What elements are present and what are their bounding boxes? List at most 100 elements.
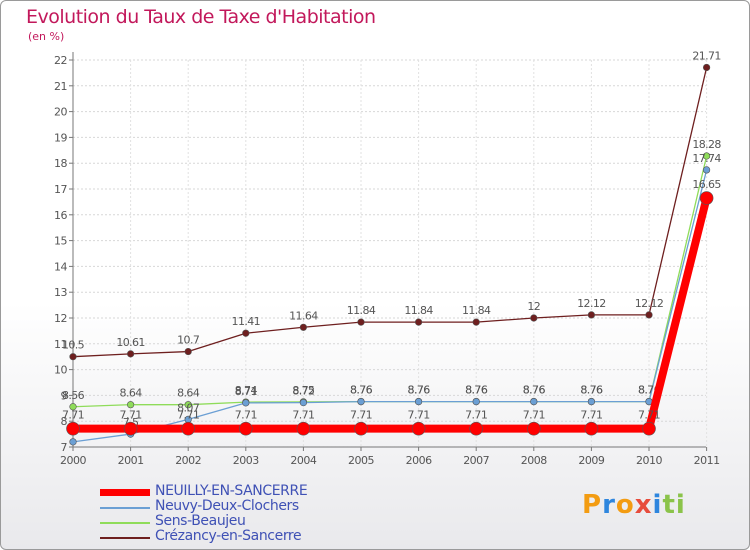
data-label-3: 12.12 (577, 297, 606, 310)
data-point-1 (702, 166, 711, 174)
series-line-0 (73, 197, 711, 433)
data-label-1: 8.07 (177, 401, 200, 414)
data-label-3: 11.84 (404, 304, 433, 317)
data-label-3: 10.5 (62, 339, 85, 352)
data-label-2: 8.64 (177, 387, 200, 400)
data-point-2 (127, 401, 135, 409)
y-tick-label: 9 (61, 389, 68, 402)
chart-title: Evolution du Taux de Taxe d'Habitation (26, 6, 376, 28)
legend-label-sens: Sens-Beaujeu (155, 513, 246, 529)
y-tick-label: 16 (54, 209, 67, 222)
x-tick-label: 2011 (694, 454, 720, 467)
legend-label-crezancy: Crézancy-en-Sancerre (155, 528, 302, 544)
data-label-3: 11.64 (289, 309, 318, 322)
series-line-1 (72, 169, 708, 443)
data-label-0: 7.71 (292, 409, 314, 422)
data-label-0: 7.71 (62, 409, 84, 422)
data-label-0: 7.71 (523, 409, 545, 422)
data-point-1 (530, 397, 538, 406)
data-point-0 (584, 421, 599, 436)
data-point-3 (357, 318, 365, 326)
logo-letter: i (675, 490, 686, 520)
data-point-0 (181, 421, 195, 436)
y-tick-label: 13 (54, 286, 67, 299)
logo-letter: r (602, 490, 616, 520)
data-point-0 (296, 421, 311, 436)
data-label-0: 7.71 (177, 409, 199, 422)
data-point-1 (69, 438, 77, 446)
data-point-2 (702, 152, 711, 160)
data-point-3 (702, 63, 711, 72)
y-tick-label: 15 (54, 235, 67, 248)
data-point-1 (587, 397, 596, 406)
data-point-1 (299, 399, 308, 407)
x-tick-label: 2005 (348, 454, 374, 467)
y-tick-label: 11 (54, 338, 67, 351)
logo-letter: i (652, 490, 663, 520)
proxiti-logo: Proxiti (582, 490, 686, 520)
y-tick-label: 19 (54, 131, 67, 144)
data-point-3 (645, 311, 653, 319)
data-point-0 (354, 421, 368, 436)
data-label-2: 8.76 (580, 384, 603, 397)
data-label-3: 12 (527, 300, 540, 313)
logo-letter: o (615, 490, 635, 520)
data-point-3 (415, 318, 423, 326)
data-label-1: 8.76 (350, 384, 373, 397)
data-point-0 (239, 421, 253, 436)
data-label-2: 8.76 (350, 384, 373, 397)
x-tick-label: 2002 (175, 454, 201, 467)
data-point-0 (699, 191, 714, 205)
logo-letter: t (662, 490, 676, 520)
data-label-2: 8.75 (292, 384, 315, 397)
x-tick-label: 2003 (233, 454, 259, 467)
data-label-1: 8.72 (292, 385, 314, 398)
y-axis-unit: (en %) (28, 30, 65, 43)
x-tick-label: 2010 (636, 454, 662, 467)
data-label-1: 8.71 (235, 385, 257, 398)
y-tick-label: 21 (54, 80, 67, 93)
legend-swatch-sens (100, 522, 150, 524)
data-point-0 (469, 421, 484, 436)
data-label-0: 7.71 (465, 409, 487, 422)
data-point-3 (472, 318, 480, 326)
data-label-2: 8.76 (408, 384, 431, 397)
data-label-2: 8.76 (465, 384, 488, 397)
legend-swatch-crezancy (100, 537, 150, 539)
data-point-3 (184, 347, 192, 356)
data-label-3: 10.7 (177, 334, 200, 347)
data-point-3 (299, 323, 308, 331)
data-point-2 (184, 401, 192, 409)
data-label-3: 11.41 (232, 315, 261, 328)
data-point-1 (472, 397, 480, 406)
y-tick-label: 14 (54, 260, 67, 273)
data-point-3 (530, 314, 538, 322)
data-point-0 (66, 421, 80, 436)
data-point-0 (123, 421, 138, 436)
y-tick-label: 7 (61, 441, 68, 454)
y-tick-label: 18 (54, 157, 67, 170)
data-point-1 (357, 397, 365, 406)
x-tick-label: 2000 (60, 454, 86, 467)
logo-letter: P (582, 490, 603, 520)
data-label-0: 7.71 (408, 409, 430, 422)
data-label-1: 17.74 (692, 152, 721, 165)
data-label-0: 7.71 (120, 409, 142, 422)
data-point-0 (526, 421, 541, 436)
data-label-1: 8.76 (580, 384, 603, 397)
data-label-1: 8.76 (523, 384, 546, 397)
data-point-0 (642, 421, 656, 436)
data-label-0: 7.71 (638, 409, 660, 422)
x-tick-label: 2009 (578, 454, 604, 467)
series-line-3 (72, 67, 708, 358)
data-point-3 (127, 350, 135, 358)
data-label-2: 8.64 (120, 387, 143, 400)
data-label-0: 7.71 (580, 409, 602, 422)
y-tick-label: 10 (54, 364, 67, 377)
x-tick-label: 2007 (463, 454, 489, 467)
logo-letter: x (634, 490, 653, 520)
data-label-3: 21.71 (692, 49, 721, 62)
y-tick-label: 12 (54, 312, 67, 325)
data-point-0 (411, 421, 426, 436)
